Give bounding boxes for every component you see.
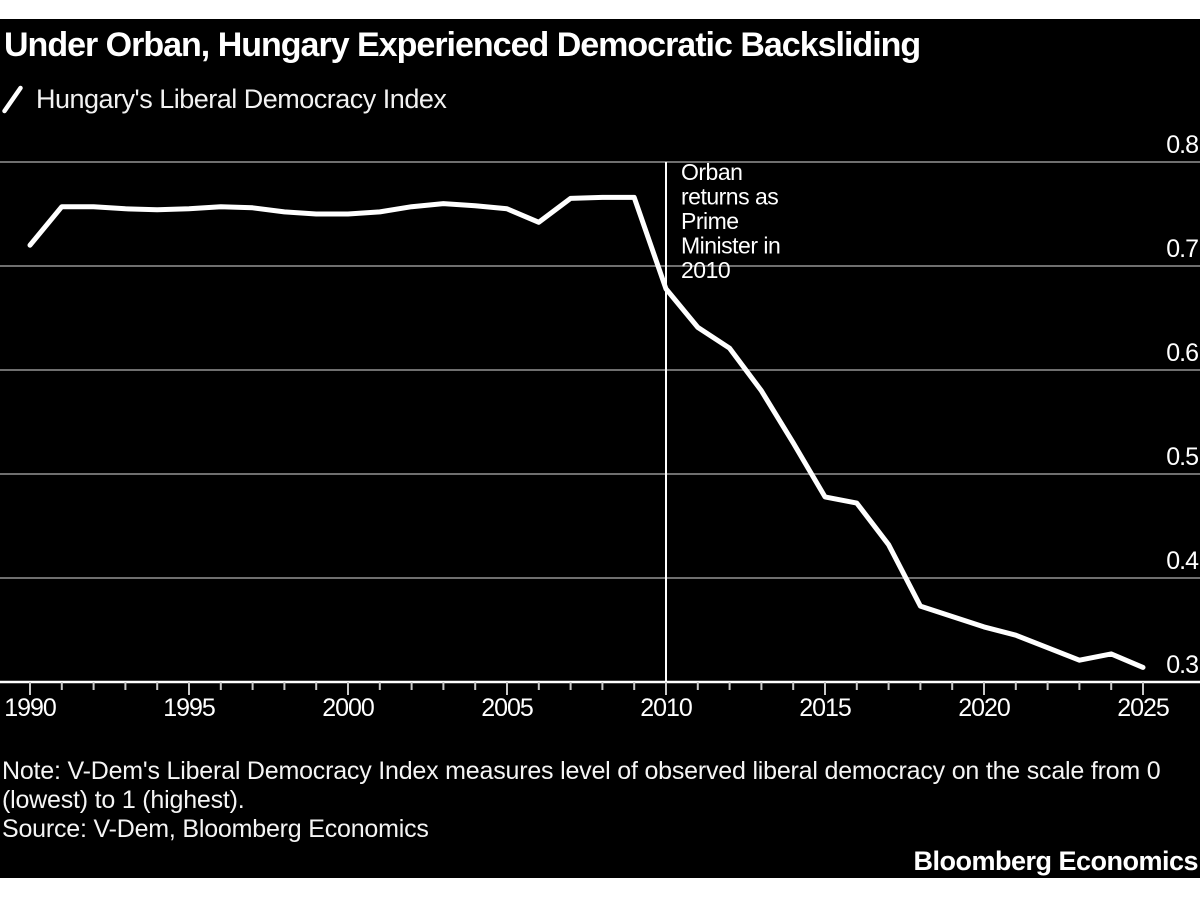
x-axis-label: 2010	[640, 694, 692, 722]
x-axis-label: 2000	[322, 694, 374, 722]
y-axis-label: 0.8	[1166, 131, 1198, 159]
y-axis-label: 0.5	[1166, 443, 1198, 471]
footnote-block: Note: V-Dem's Liberal Democracy Index me…	[2, 757, 1198, 844]
annotation-line: Orban	[681, 159, 742, 185]
annotation-line: returns as	[681, 184, 778, 210]
x-axis-label: 2025	[1117, 694, 1169, 722]
note-text: Note: V-Dem's Liberal Democracy Index me…	[2, 757, 1161, 814]
x-axis-label: 1990	[4, 694, 56, 722]
y-axis-label: 0.3	[1166, 651, 1198, 679]
y-axis-label: 0.6	[1166, 339, 1198, 367]
annotation-text: Orban returns as Prime Minister in 2010	[681, 159, 780, 283]
legend: Hungary's Liberal Democracy Index	[2, 84, 447, 115]
y-axis-label: 0.7	[1166, 235, 1198, 263]
annotation-line: 2010	[681, 257, 730, 283]
line-series-icon	[2, 85, 23, 114]
x-axis-label: 2015	[799, 694, 851, 722]
annotation-line: Prime	[681, 208, 739, 234]
annotation-line: Minister in	[681, 233, 780, 259]
source-text: Source: V-Dem, Bloomberg Economics	[2, 815, 429, 843]
x-axis-label: 2005	[481, 694, 533, 722]
legend-label: Hungary's Liberal Democracy Index	[36, 84, 447, 114]
x-axis-label: 2020	[958, 694, 1010, 722]
brand-logo: Bloomberg Economics	[913, 846, 1198, 876]
democracy-index-line	[27, 194, 1146, 670]
y-axis-label: 0.4	[1166, 547, 1199, 575]
chart-title: Under Orban, Hungary Experienced Democra…	[4, 26, 921, 64]
x-axis-label: 1995	[163, 694, 215, 722]
